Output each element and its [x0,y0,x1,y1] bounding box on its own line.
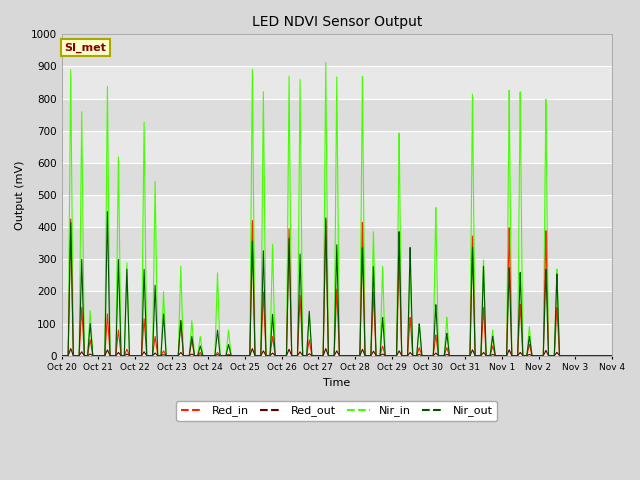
Nir_in [491,349,499,355]
Bar [61,35,612,66]
Red_in [175,337,183,343]
Bar [61,66,612,98]
Bar [61,227,612,259]
Line: Nir_in: Nir_in [61,62,612,356]
Nir_out [608,353,616,359]
Nir_out [606,353,614,359]
Red_in [67,216,74,222]
Line: Red_out: Red_out [61,348,612,356]
Red_in [608,353,616,359]
Red_out [67,346,74,351]
Red_in [58,353,65,359]
Red_out [413,353,420,359]
Red_out [264,353,271,359]
Line: Nir_out: Nir_out [61,211,612,356]
Red_in [264,353,271,359]
Red_out [175,351,183,357]
Legend: Red_in, Red_out, Nir_in, Nir_out: Red_in, Red_out, Nir_in, Nir_out [176,401,497,421]
Red_out [58,353,65,359]
Nir_out [175,337,183,343]
Nir_out [491,350,499,356]
Title: LED NDVI Sensor Output: LED NDVI Sensor Output [252,15,422,29]
Red_out [491,353,499,359]
Red_out [606,353,614,359]
Red_in [413,353,420,359]
Red_in [491,351,499,357]
X-axis label: Time: Time [323,378,350,388]
Nir_in [58,353,65,359]
Nir_in [608,353,616,359]
Red_in [170,353,177,359]
Nir_in [413,353,420,359]
Red_out [170,353,177,359]
Nir_out [264,353,271,359]
Nir_out [170,353,177,359]
Nir_in [170,353,177,359]
Nir_out [413,353,420,359]
Red_out [608,353,616,359]
Bar [61,98,612,131]
Nir_in [264,353,271,359]
Bar [61,131,612,163]
Text: SI_met: SI_met [64,42,106,53]
Nir_in [175,316,183,322]
Red_in [606,353,614,359]
Bar [61,195,612,227]
Nir_out [104,208,111,214]
Nir_out [58,353,65,359]
Line: Red_in: Red_in [61,219,612,356]
Bar [61,259,612,291]
Nir_in [606,353,614,359]
Bar [61,324,612,356]
Nir_in [322,60,330,65]
Y-axis label: Output (mV): Output (mV) [15,160,25,230]
Bar [61,291,612,324]
Bar [61,163,612,195]
